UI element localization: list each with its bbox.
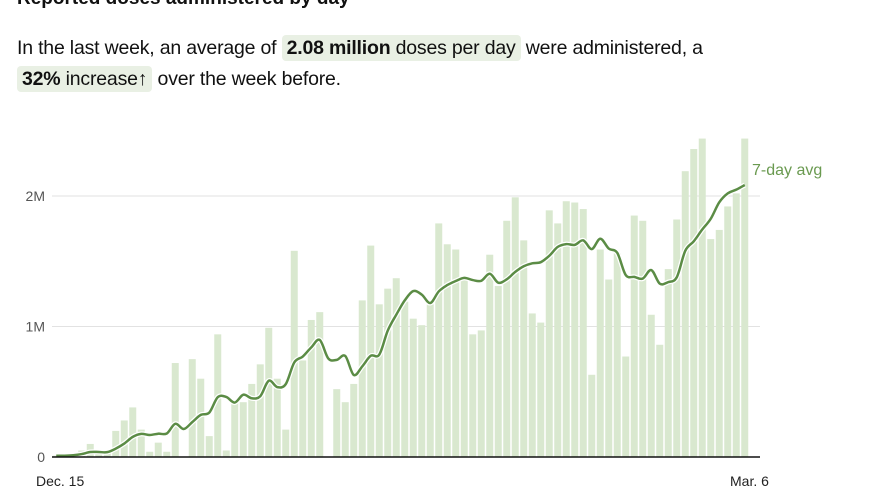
bar <box>384 288 392 457</box>
summary-suffix: over the week before. <box>157 68 342 90</box>
bar <box>375 304 383 457</box>
bar <box>409 318 417 457</box>
bar <box>486 254 494 457</box>
bar <box>613 253 621 457</box>
bar <box>231 402 239 457</box>
bar <box>477 330 485 457</box>
bar <box>511 197 519 457</box>
bar <box>418 325 426 457</box>
bar <box>129 407 137 457</box>
bar <box>290 250 298 457</box>
bar <box>494 286 502 457</box>
bar <box>307 319 315 457</box>
bar <box>554 223 562 457</box>
summary-prefix: In the last week, an average of <box>17 37 277 59</box>
bar <box>316 312 324 457</box>
bar <box>103 453 111 457</box>
change-highlight: 32% increase↑ <box>17 66 153 92</box>
bar <box>622 356 630 457</box>
avg-suffix: doses per day <box>395 37 516 59</box>
x-tick-label-end: Mar. 6 <box>730 473 769 489</box>
bar <box>664 269 672 457</box>
avg-value: 2.08 million <box>286 37 391 59</box>
bar <box>358 300 366 457</box>
bar <box>146 451 154 457</box>
bar <box>724 206 732 457</box>
bar <box>112 430 120 457</box>
bar <box>588 374 596 457</box>
bar <box>690 149 698 457</box>
bar <box>630 215 638 457</box>
bar <box>248 383 256 457</box>
bar <box>282 429 290 457</box>
bar <box>537 322 545 457</box>
bar <box>681 171 689 457</box>
y-tick-label: 0 <box>37 449 45 465</box>
y-tick-label: 1M <box>26 319 45 335</box>
bar <box>545 210 553 457</box>
bar <box>171 363 179 457</box>
arrow-up-icon: ↑ <box>137 68 148 90</box>
bar <box>188 359 196 457</box>
chart-title: Reported doses administered by day <box>17 0 350 10</box>
bar <box>265 327 273 457</box>
bar <box>673 219 681 457</box>
bar <box>401 301 409 457</box>
bar <box>571 202 579 457</box>
bar <box>205 436 213 457</box>
bar <box>503 220 511 457</box>
x-tick-label-start: Dec. 15 <box>36 473 84 489</box>
bar <box>528 313 536 457</box>
bar <box>452 249 460 457</box>
bar <box>273 378 281 457</box>
bar <box>426 304 434 457</box>
bar <box>460 279 468 457</box>
bar <box>435 223 443 457</box>
bar <box>647 314 655 457</box>
bar <box>154 442 162 457</box>
bar <box>562 201 570 457</box>
bar <box>392 278 400 457</box>
bar <box>256 364 264 457</box>
bar <box>579 209 587 457</box>
bar <box>137 429 145 457</box>
bar <box>707 239 715 457</box>
bar <box>299 360 307 457</box>
bar <box>639 220 647 457</box>
summary-text: In the last week, an average of 2.08 mil… <box>17 33 877 95</box>
bar <box>732 193 740 457</box>
bar <box>741 138 749 457</box>
avg-highlight: 2.08 million doses per day <box>281 35 521 61</box>
change-value: 32% <box>22 68 61 90</box>
change-word: increase <box>65 68 138 90</box>
bar <box>443 244 451 457</box>
bar <box>333 389 341 457</box>
bar <box>163 451 171 457</box>
bar <box>698 138 706 457</box>
bar <box>656 344 664 457</box>
bar <box>469 334 477 457</box>
bar <box>520 240 528 457</box>
avg-line <box>56 183 746 457</box>
bar <box>596 249 604 457</box>
bar <box>350 383 358 457</box>
bar <box>222 450 230 457</box>
bar <box>605 279 613 457</box>
bar <box>120 420 128 457</box>
bar <box>715 229 723 457</box>
summary-middle: were administered, a <box>525 37 703 59</box>
bar <box>239 402 247 457</box>
bar <box>341 402 349 457</box>
series-label-7-day-avg: 7-day avg <box>752 162 822 179</box>
bar <box>367 245 375 457</box>
y-tick-label: 2M <box>26 188 45 204</box>
